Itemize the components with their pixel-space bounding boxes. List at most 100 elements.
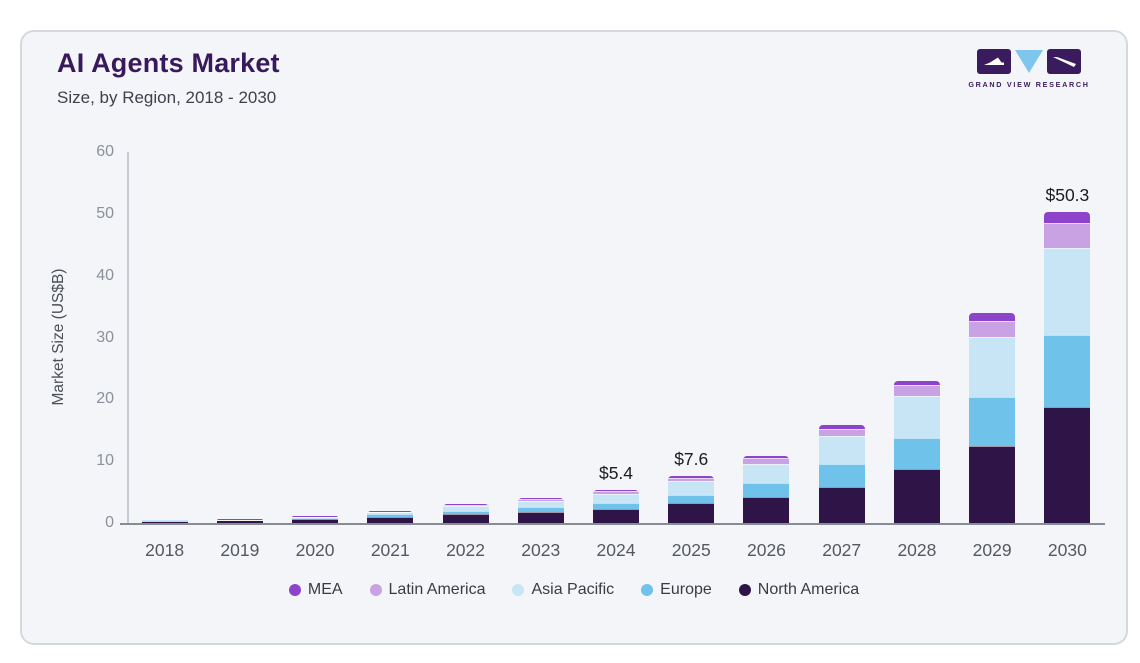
x-axis-line: [120, 523, 1105, 525]
legend-label: Latin America: [388, 581, 486, 598]
bar-segment-asia-pacific-2025: [668, 480, 715, 496]
x-tick-label-2030: 2030: [1047, 540, 1087, 560]
y-tick-label-20: 20: [96, 390, 114, 408]
bar-segment-europe-2029: [969, 396, 1016, 446]
bar-segment-asia-pacific-2024: [593, 493, 639, 504]
bar-segment-europe-2028: [893, 438, 940, 470]
bar-2028: [893, 380, 940, 523]
bar-segment-europe-2020: [292, 518, 339, 520]
chart-card: AI Agents Market Size, by Region, 2018 -…: [20, 30, 1128, 645]
bar-segment-north-america-2020: [292, 519, 339, 523]
logo-brand-text: GRAND VIEW RESEARCH: [968, 80, 1090, 89]
x-tick-label-2023: 2023: [521, 540, 561, 560]
bar-segment-north-america-2026: [743, 497, 790, 523]
y-tick-label-50: 50: [96, 204, 114, 222]
bar-segment-latin-america-2027: [818, 429, 865, 437]
page-subtitle: Size, by Region, 2018 - 2030: [57, 88, 277, 107]
bar-segment-mea-2024: [593, 489, 639, 492]
bar-segment-asia-pacific-2020: [292, 516, 339, 519]
legend-item-europe: Europe: [641, 581, 712, 599]
bar-segment-asia-pacific-2022: [442, 506, 489, 511]
bar-segment-north-america-2021: [367, 516, 414, 523]
bar-segment-europe-2021: [367, 514, 414, 517]
bar-segment-asia-pacific-2026: [743, 464, 790, 483]
bar-segment-north-america-2024: [593, 509, 639, 523]
x-tick-label-2022: 2022: [446, 540, 485, 560]
x-tick-label-2019: 2019: [220, 540, 260, 560]
bar-segment-europe-2022: [442, 510, 489, 515]
bar-2026: [743, 455, 790, 523]
bar-segment-mea-2027: [818, 425, 865, 430]
y-tick-label-40: 40: [96, 266, 114, 284]
y-tick-label-30: 30: [96, 328, 114, 346]
bar-segment-mea-2025: [668, 476, 715, 478]
bar-segment-north-america-2023: [517, 511, 564, 523]
legend-label: MEA: [307, 581, 343, 598]
plot-area: $5.4 $7.6 $50.3: [127, 152, 1105, 523]
bar-2029: [969, 312, 1016, 523]
x-tick-label-2028: 2028: [897, 540, 937, 560]
bar-segment-latin-america-2028: [893, 385, 940, 397]
legend-item-mea: MEA: [288, 581, 343, 599]
bar-segment-europe-2019: [216, 519, 263, 521]
x-tick-label-2025: 2025: [671, 540, 711, 560]
bar-segment-latin-america-2023: [517, 499, 564, 501]
legend-dot-asia-pacific: [512, 584, 525, 596]
bar-segment-latin-america-2029: [969, 321, 1016, 337]
chart-header: AI Agents Market Size, by Region, 2018 -…: [57, 48, 280, 108]
x-tick-label-2026: 2026: [746, 540, 786, 560]
bar-segment-asia-pacific-2021: [367, 511, 414, 515]
bar-segment-asia-pacific-2023: [517, 500, 564, 507]
x-tick-label-2020: 2020: [295, 540, 335, 560]
bar-segment-latin-america-2021: [367, 511, 414, 512]
legend-dot-north-america: [738, 584, 751, 596]
page-title: AI Agents Market: [57, 48, 280, 78]
data-label-2025: $7.6: [674, 449, 709, 469]
bar-segment-north-america-2025: [668, 503, 715, 523]
legend-label: Europe: [660, 581, 712, 598]
bar-segment-latin-america-2024: [593, 491, 639, 494]
bar-segment-mea-2022: [442, 504, 489, 506]
bar-segment-europe-2024: [593, 503, 639, 510]
bar-segment-asia-pacific-2030: [1044, 247, 1091, 336]
bar-segment-europe-2030: [1044, 335, 1091, 408]
bar-segment-asia-pacific-2027: [818, 436, 865, 465]
bar-segment-europe-2026: [743, 482, 790, 498]
legend-item-latin-america: Latin America: [369, 581, 486, 599]
gvr-logo-icon: [977, 49, 1081, 74]
legend-dot-europe: [641, 584, 654, 596]
bar-2023: [517, 498, 564, 523]
y-tick-label-60: 60: [96, 143, 114, 160]
bar-segment-north-america-2019: [216, 520, 263, 523]
bar-segment-mea-2028: [893, 380, 940, 386]
bar-2020: [292, 516, 339, 523]
bar-2018: [141, 519, 188, 523]
bar-2024: [593, 489, 639, 523]
bar-segment-mea-2029: [969, 312, 1016, 322]
gvr-logo: GRAND VIEW RESEARCH: [968, 48, 1090, 89]
bar-2019: [216, 518, 263, 523]
legend-label: North America: [757, 581, 860, 598]
legend: MEA Latin America Asia Pacific Europe North …: [22, 581, 1126, 599]
x-tick-label-2021: 2021: [370, 540, 410, 560]
x-tick-label-2029: 2029: [972, 540, 1012, 560]
bar-segment-north-america-2018: [141, 520, 188, 523]
legend-label: Asia Pacific: [531, 581, 615, 598]
bar-segment-asia-pacific-2029: [969, 336, 1016, 397]
bar-segment-asia-pacific-2028: [893, 396, 940, 439]
bar-segment-europe-2025: [668, 495, 715, 504]
bar-segment-latin-america-2022: [442, 505, 489, 507]
legend-dot-latin-america: [369, 584, 382, 596]
bar-segment-latin-america-2025: [668, 477, 715, 481]
bar-segment-asia-pacific-2019: [216, 518, 263, 520]
bar-2022: [442, 504, 489, 523]
bar-segment-latin-america-2026: [743, 458, 790, 465]
legend-dot-mea: [288, 584, 301, 596]
bar-segment-europe-2023: [517, 506, 564, 512]
y-tick-label-10: 10: [96, 452, 114, 470]
bar-2025: [668, 476, 715, 523]
legend-item-asia-pacific: Asia Pacific: [512, 581, 614, 599]
bar-segment-mea-2030: [1044, 212, 1091, 223]
x-tick-label-2024: 2024: [596, 540, 636, 560]
bar-segment-north-america-2029: [969, 445, 1016, 523]
